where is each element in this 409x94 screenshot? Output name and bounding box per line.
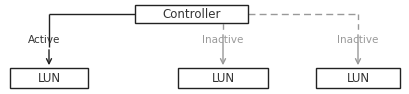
Text: Active: Active: [28, 35, 60, 45]
Text: LUN: LUN: [346, 72, 370, 85]
Bar: [316, 68, 400, 88]
Text: Inactive: Inactive: [337, 35, 379, 45]
Text: Controller: Controller: [162, 8, 221, 20]
Text: LUN: LUN: [211, 72, 235, 85]
Text: Inactive: Inactive: [202, 35, 244, 45]
Bar: [135, 5, 248, 23]
Bar: [10, 68, 88, 88]
Bar: [178, 68, 268, 88]
Text: LUN: LUN: [38, 72, 61, 85]
